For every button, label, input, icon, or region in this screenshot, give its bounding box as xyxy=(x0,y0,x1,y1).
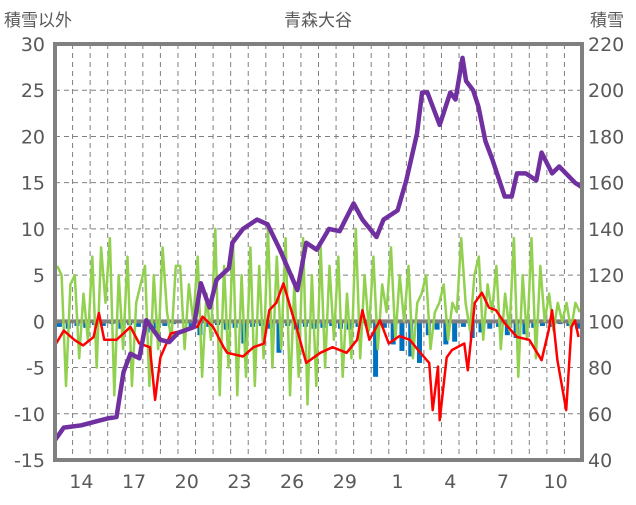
x-tick-label: 1 xyxy=(392,471,404,493)
plot-frame xyxy=(53,42,584,462)
blue-bar xyxy=(188,321,194,329)
blue-bar xyxy=(276,321,282,353)
left-tick-label: -5 xyxy=(26,358,45,380)
x-tick-label: 4 xyxy=(444,471,456,493)
left-tick-label: 10 xyxy=(21,219,45,241)
blue-bar xyxy=(329,321,335,326)
blue-bar xyxy=(452,321,458,342)
x-tick-label: 17 xyxy=(122,471,146,493)
blue-bar xyxy=(434,321,440,330)
blue-bar xyxy=(135,321,141,327)
x-tick-label: 26 xyxy=(280,471,304,493)
blue-bar xyxy=(575,321,581,329)
blue-bar xyxy=(478,321,484,333)
blue-bar xyxy=(100,321,106,326)
chart-title: 青森大谷 xyxy=(284,11,352,31)
right-tick-label: 180 xyxy=(588,126,624,148)
snow_depth-line xyxy=(53,55,584,442)
green-line xyxy=(56,227,581,406)
left-tick-label: 30 xyxy=(21,34,45,56)
x-tick-label: 29 xyxy=(333,471,357,493)
blue-bar xyxy=(460,321,466,327)
left-tick-label: 20 xyxy=(21,126,45,148)
blue-bar xyxy=(522,321,528,335)
blue-bar xyxy=(417,321,423,363)
right-tick-label: 220 xyxy=(588,34,624,56)
series-snow_depth xyxy=(53,55,584,442)
blue-bar xyxy=(390,321,396,345)
x-tick-label: 10 xyxy=(544,471,568,493)
left-tick-label: -15 xyxy=(14,450,45,472)
left-tick-label: -10 xyxy=(14,404,45,426)
blue-bar xyxy=(443,321,449,345)
x-tick-label: 14 xyxy=(69,471,93,493)
right-tick-label: 160 xyxy=(588,173,624,195)
blue-bar xyxy=(373,321,379,377)
right-tick-label: 200 xyxy=(588,80,624,102)
right-tick-label: 80 xyxy=(588,358,612,380)
blue-bar xyxy=(504,321,510,336)
left-tick-label: 0 xyxy=(33,311,45,333)
right-tick-label: 140 xyxy=(588,219,624,241)
right-tick-label: 40 xyxy=(588,450,612,472)
left-axis-title: 積雪以外 xyxy=(4,11,72,31)
left-tick-label: 5 xyxy=(33,265,45,287)
blue-bar xyxy=(381,321,387,328)
blue-bar xyxy=(548,321,554,327)
blue-bar xyxy=(539,321,545,326)
series-green xyxy=(56,227,581,406)
red-line xyxy=(53,282,580,422)
series-red xyxy=(53,282,580,422)
blue-bar xyxy=(487,321,493,329)
x-tick-label: 7 xyxy=(497,471,509,493)
left-tick-label: 25 xyxy=(21,80,45,102)
right-axis-title: 積雪 xyxy=(590,11,624,31)
x-tick-label: 20 xyxy=(175,471,199,493)
gridlines xyxy=(55,44,582,460)
blue-bar xyxy=(162,321,168,326)
right-tick-label: 60 xyxy=(588,404,612,426)
x-tick-label: 23 xyxy=(227,471,251,493)
right-tick-label: 100 xyxy=(588,311,624,333)
right-tick-label: 120 xyxy=(588,265,624,287)
series-marks xyxy=(53,55,584,442)
left-tick-label: 15 xyxy=(21,173,45,195)
blue-bar xyxy=(56,321,62,327)
